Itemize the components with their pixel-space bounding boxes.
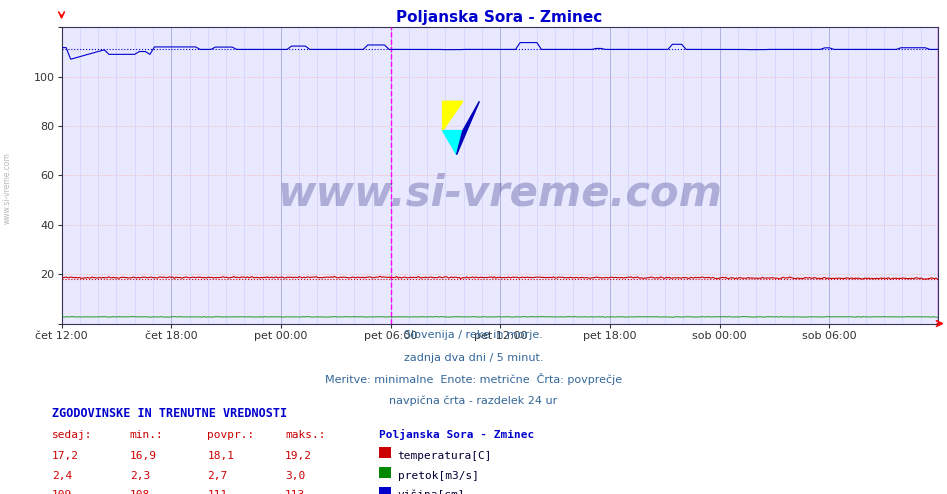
Text: 2,3: 2,3	[130, 471, 150, 481]
Text: 113: 113	[285, 491, 305, 494]
Text: 19,2: 19,2	[285, 451, 313, 461]
Text: www.si-vreme.com: www.si-vreme.com	[3, 152, 12, 224]
Polygon shape	[442, 130, 463, 155]
Text: 16,9: 16,9	[130, 451, 157, 461]
Text: maks.:: maks.:	[285, 430, 326, 440]
Text: 109: 109	[52, 491, 72, 494]
Text: višina[cm]: višina[cm]	[398, 490, 465, 494]
Text: www.si-vreme.com: www.si-vreme.com	[277, 172, 722, 214]
Text: 2,7: 2,7	[207, 471, 227, 481]
Text: navpična črta - razdelek 24 ur: navpična črta - razdelek 24 ur	[389, 395, 558, 406]
Text: temperatura[C]: temperatura[C]	[398, 451, 492, 461]
Title: Poljanska Sora - Zminec: Poljanska Sora - Zminec	[397, 9, 602, 25]
Text: Poljanska Sora - Zminec: Poljanska Sora - Zminec	[379, 429, 534, 440]
Text: Slovenija / reke in morje.: Slovenija / reke in morje.	[404, 330, 543, 340]
Text: min.:: min.:	[130, 430, 164, 440]
Text: 3,0: 3,0	[285, 471, 305, 481]
Text: 108: 108	[130, 491, 150, 494]
Text: 18,1: 18,1	[207, 451, 235, 461]
Polygon shape	[442, 101, 463, 130]
Text: 17,2: 17,2	[52, 451, 80, 461]
Text: povpr.:: povpr.:	[207, 430, 255, 440]
Text: 111: 111	[207, 491, 227, 494]
Text: pretok[m3/s]: pretok[m3/s]	[398, 471, 479, 481]
Text: Meritve: minimalne  Enote: metrične  Črta: povprečje: Meritve: minimalne Enote: metrične Črta:…	[325, 373, 622, 385]
Text: zadnja dva dni / 5 minut.: zadnja dva dni / 5 minut.	[403, 353, 544, 363]
Polygon shape	[456, 101, 479, 155]
Text: sedaj:: sedaj:	[52, 430, 93, 440]
Text: ZGODOVINSKE IN TRENUTNE VREDNOSTI: ZGODOVINSKE IN TRENUTNE VREDNOSTI	[52, 408, 287, 420]
Text: 2,4: 2,4	[52, 471, 72, 481]
